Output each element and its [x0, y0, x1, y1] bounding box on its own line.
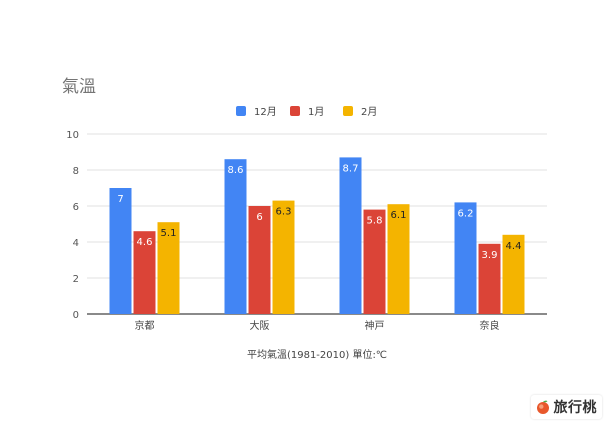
- x-tick-label: 大阪: [250, 319, 270, 332]
- bar: [248, 206, 271, 314]
- bar: [109, 188, 132, 314]
- bar: [224, 159, 247, 314]
- bar: [454, 202, 477, 314]
- bar: [387, 204, 410, 314]
- y-tick-label: 4: [73, 238, 79, 249]
- y-tick-label: 2: [73, 274, 79, 285]
- chart-title: 氣溫: [62, 77, 96, 97]
- bar: [339, 157, 362, 314]
- bar: [133, 231, 156, 314]
- x-tick-label: 京都: [135, 319, 155, 332]
- bar: [157, 222, 180, 314]
- data-label: 3.9: [482, 250, 498, 261]
- data-label: 6.2: [458, 208, 474, 219]
- x-tick-label: 神戸: [365, 319, 385, 332]
- y-tick-label: 0: [73, 310, 79, 321]
- peach-icon: [536, 400, 549, 414]
- x-axis-label: 平均氣溫(1981-2010) 單位:℃: [247, 348, 387, 361]
- y-tick-label: 10: [66, 130, 79, 141]
- legend-swatch: [290, 106, 300, 116]
- data-label: 6.1: [391, 210, 407, 221]
- data-label: 5.8: [367, 216, 383, 227]
- bar: [502, 234, 525, 314]
- watermark-text: 旅行桃: [553, 400, 597, 416]
- data-label: 6.3: [276, 207, 292, 218]
- legend-label: 2月: [361, 106, 377, 118]
- bar: [478, 243, 501, 314]
- legend-label: 12月: [254, 106, 277, 118]
- data-label: 8.7: [343, 163, 359, 174]
- data-label: 7: [117, 194, 123, 205]
- data-label: 8.6: [228, 165, 244, 176]
- legend-label: 1月: [308, 106, 324, 118]
- data-label: 4.4: [506, 241, 522, 252]
- x-tick-label: 奈良: [480, 319, 500, 332]
- legend-swatch: [343, 106, 353, 116]
- data-label: 4.6: [137, 237, 153, 248]
- legend-swatch: [236, 106, 246, 116]
- bar: [272, 200, 295, 314]
- y-tick-label: 6: [73, 202, 79, 213]
- bar: [363, 209, 386, 314]
- watermark-logo: 旅行桃: [530, 395, 602, 419]
- data-label: 6: [256, 212, 262, 223]
- y-tick-label: 8: [73, 166, 79, 177]
- data-label: 5.1: [161, 228, 177, 239]
